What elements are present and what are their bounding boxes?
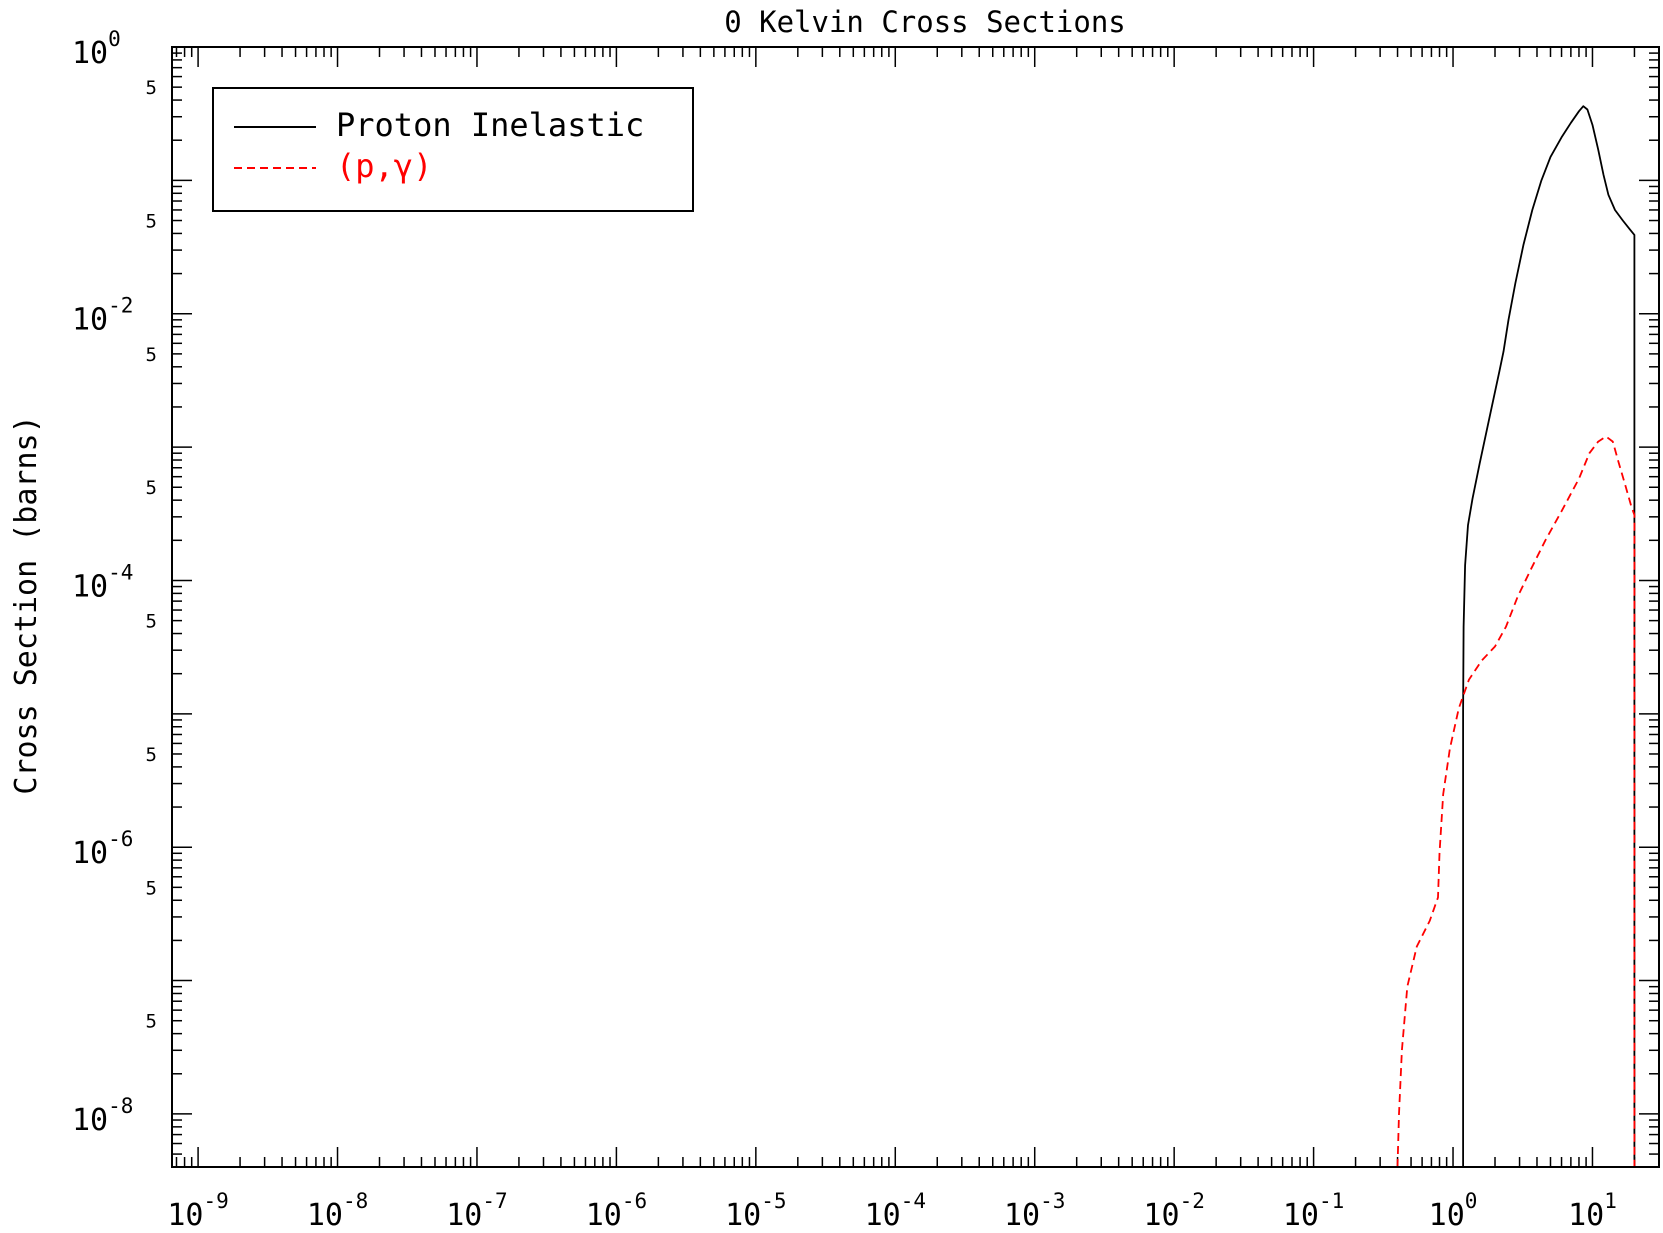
x-tick-label: 100 — [1429, 1189, 1478, 1233]
y-minor-tick-label: 5 — [146, 477, 157, 499]
series-lines — [1396, 105, 1636, 1168]
tick-labels: 10-9 10-8 10-7 10-6 10-5 10-4 10-3 10-2 10-1 100 1… — [72, 27, 1617, 1233]
x-tick-label: 10-2 — [1143, 1189, 1204, 1233]
series-line-proton-inelastic — [1462, 105, 1636, 1167]
y-axis-label: Cross Section (barns) — [9, 415, 44, 794]
y-minor-tick-label: 5 — [146, 744, 157, 766]
legend-box — [212, 87, 694, 212]
y-tick-label: 100 — [72, 27, 121, 71]
legend: Proton Inelastic (p,γ) — [212, 87, 694, 212]
x-tick-label: 10-1 — [1283, 1189, 1344, 1233]
plot-frame — [171, 46, 1660, 1168]
y-minor-tick-label: 5 — [146, 1011, 157, 1033]
y-tick-label: 10-6 — [72, 827, 133, 871]
y-minor-tick-label: 5 — [146, 611, 157, 633]
y-tick-label: 10-4 — [72, 560, 133, 604]
legend-label-proton-inelastic: Proton Inelastic — [336, 106, 644, 144]
x-tick-label: 10-4 — [865, 1189, 926, 1233]
x-tick-label: 10-9 — [167, 1189, 228, 1233]
x-tick-label: 10-5 — [725, 1189, 786, 1233]
y-minor-tick-label: 5 — [146, 344, 157, 366]
y-minor-tick-label: 5 — [146, 877, 157, 899]
y-minor-tick-label: 5 — [146, 77, 157, 99]
legend-label-p-gamma: (p,γ) — [336, 147, 432, 185]
x-tick-label: 10-3 — [1004, 1189, 1065, 1233]
y-minor-tick-label: 5 — [146, 211, 157, 233]
series-line-p-gamma — [1396, 435, 1636, 1168]
x-tick-label: 10-6 — [586, 1189, 647, 1233]
axis-ticks — [172, 46, 1660, 1168]
x-tick-label: 101 — [1568, 1189, 1617, 1233]
y-tick-label: 10-2 — [72, 294, 133, 338]
y-tick-label: 10-8 — [72, 1094, 133, 1138]
x-tick-label: 10-8 — [307, 1189, 368, 1233]
chart-title: 0 Kelvin Cross Sections — [724, 5, 1126, 39]
x-tick-label: 10-7 — [446, 1189, 507, 1233]
